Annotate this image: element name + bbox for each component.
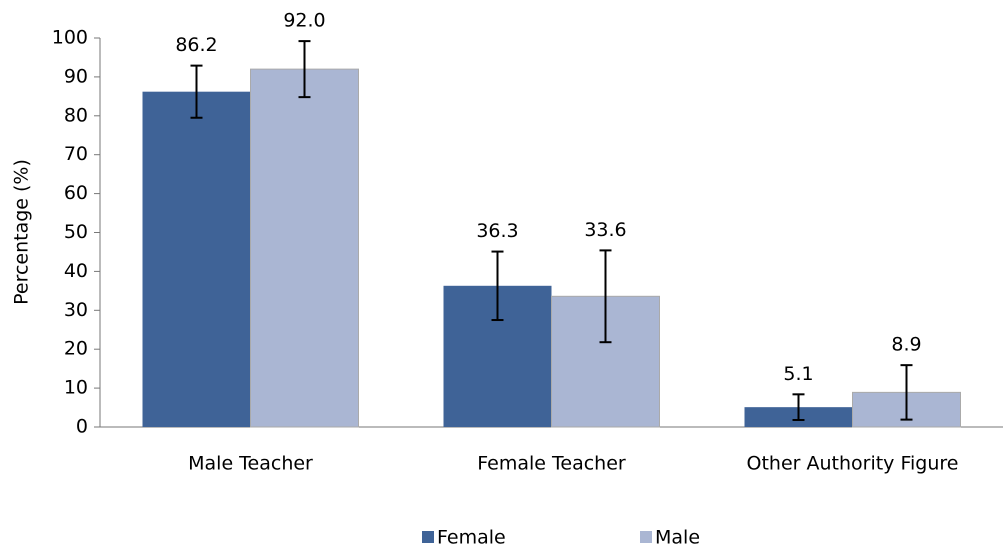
- y-tick-label: 40: [64, 260, 88, 282]
- legend-swatch: [422, 531, 434, 543]
- data-label: 33.6: [584, 219, 626, 241]
- y-tick-label: 20: [64, 338, 88, 360]
- error-bar: [190, 64, 203, 119]
- data-label: 8.9: [891, 334, 921, 356]
- data-label: 86.2: [175, 34, 217, 56]
- legend-swatch: [640, 531, 652, 543]
- y-tick-label: 30: [64, 299, 88, 321]
- error-bar: [491, 250, 504, 322]
- x-tick-label: Male Teacher: [188, 453, 313, 475]
- data-label: 92.0: [283, 10, 325, 32]
- y-tick-label: 80: [64, 104, 88, 126]
- y-tick-label: 60: [64, 182, 88, 204]
- x-tick-label: Other Authority Figure: [747, 453, 959, 475]
- data-label: 36.3: [476, 220, 518, 242]
- y-tick-label: 50: [64, 221, 88, 243]
- y-tick-label: 100: [52, 27, 88, 49]
- legend-label: Male: [655, 527, 700, 548]
- y-tick-label: 0: [76, 416, 88, 438]
- bar: [250, 68, 359, 428]
- y-axis-title: Percentage (%): [11, 159, 33, 305]
- data-label: 5.1: [783, 363, 813, 385]
- bar: [142, 91, 251, 427]
- error-bar: [792, 393, 805, 421]
- x-tick-label: Female Teacher: [477, 453, 626, 475]
- y-tick-label: 90: [64, 65, 88, 87]
- legend-label: Female: [437, 527, 506, 548]
- error-bar: [298, 40, 311, 99]
- y-tick-label: 10: [64, 377, 88, 399]
- y-tick-label: 70: [64, 143, 88, 165]
- error-bar: [599, 249, 612, 344]
- error-bar: [900, 364, 913, 421]
